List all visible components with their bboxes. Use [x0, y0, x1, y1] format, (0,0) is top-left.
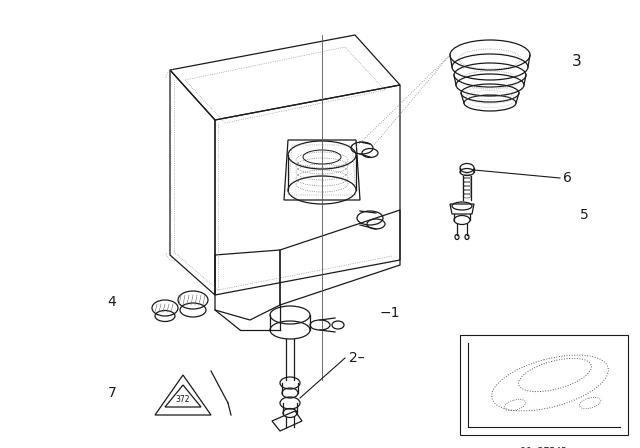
Text: 372: 372: [176, 395, 190, 404]
Text: 7: 7: [108, 386, 116, 400]
Text: 6: 6: [563, 171, 572, 185]
Text: 4: 4: [107, 295, 116, 309]
Text: 5: 5: [580, 208, 589, 222]
Text: 3: 3: [572, 55, 582, 69]
Bar: [460, 335, 628, 435]
Text: 00 37543: 00 37543: [520, 447, 568, 448]
Text: −1: −1: [380, 306, 401, 320]
Text: 2–: 2–: [349, 351, 365, 365]
